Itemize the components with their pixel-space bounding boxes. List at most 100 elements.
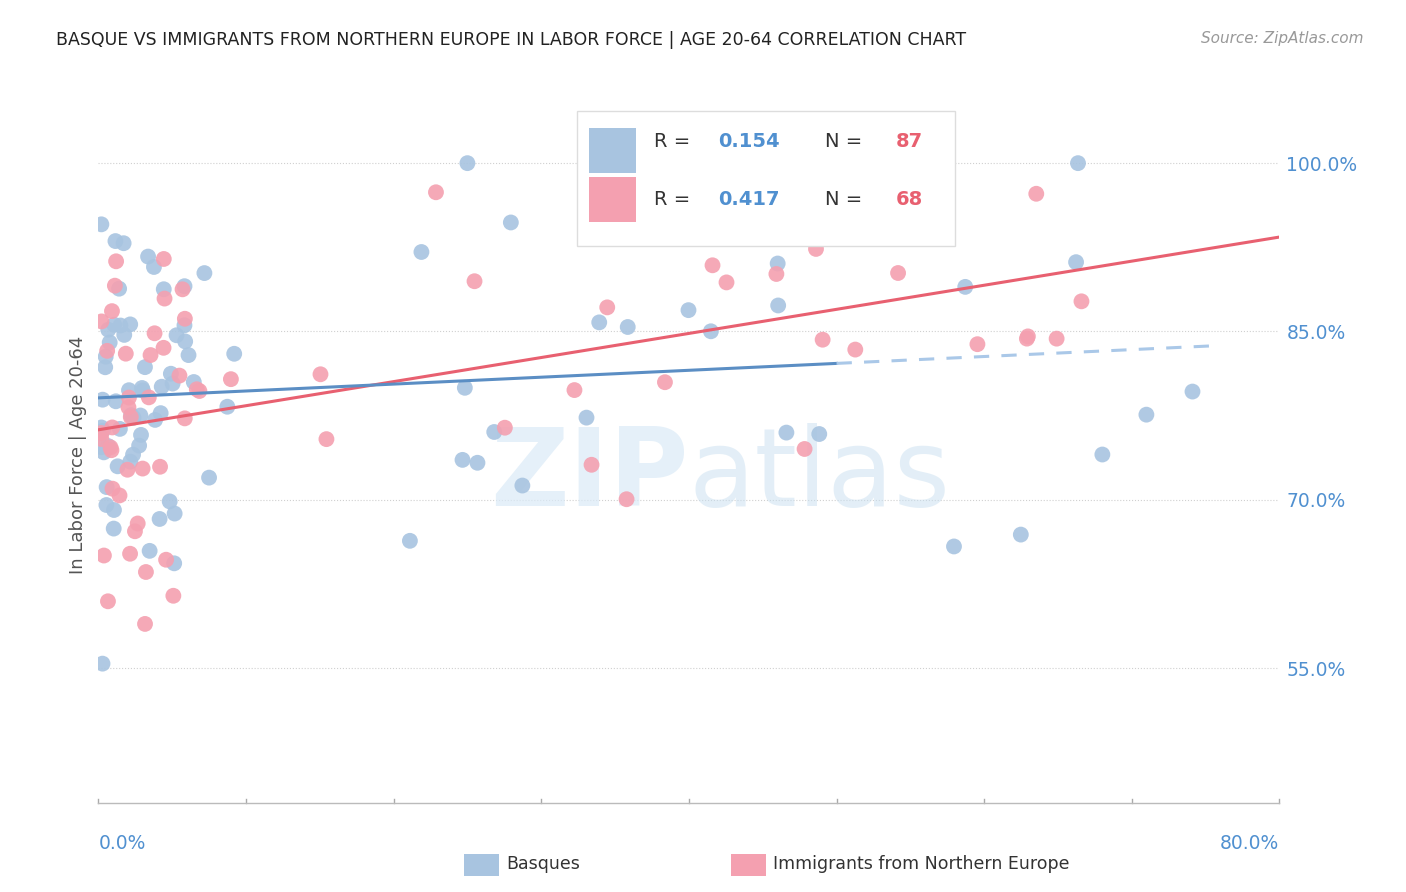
- Point: [101, 482, 124, 496]
- Point: [104, 394, 127, 409]
- Point: [575, 410, 598, 425]
- Point: [512, 478, 534, 492]
- Text: R =: R =: [654, 132, 696, 152]
- Point: [1025, 186, 1047, 201]
- Point: [173, 318, 195, 333]
- Point: [149, 459, 172, 474]
- Point: [152, 282, 174, 296]
- Point: [177, 348, 200, 362]
- Point: [100, 441, 122, 455]
- Point: [129, 428, 152, 442]
- Point: [169, 368, 191, 383]
- Point: [463, 274, 485, 288]
- Point: [188, 384, 211, 398]
- Point: [94, 350, 117, 364]
- Point: [134, 616, 156, 631]
- Point: [766, 298, 789, 312]
- Point: [112, 327, 135, 342]
- Point: [152, 252, 174, 266]
- Point: [793, 442, 815, 456]
- Point: [128, 439, 150, 453]
- Point: [90, 425, 112, 440]
- Point: [135, 565, 157, 579]
- Point: [103, 318, 125, 332]
- Text: R =: R =: [654, 190, 696, 209]
- Point: [183, 375, 205, 389]
- Point: [596, 301, 619, 315]
- Point: [808, 427, 831, 442]
- Text: 80.0%: 80.0%: [1220, 834, 1279, 853]
- Point: [678, 303, 700, 318]
- Point: [90, 432, 112, 446]
- Point: [143, 326, 166, 341]
- Point: [120, 410, 142, 425]
- Point: [198, 470, 221, 484]
- Point: [616, 492, 638, 507]
- Point: [143, 413, 166, 427]
- Point: [150, 380, 173, 394]
- Point: [136, 250, 159, 264]
- Point: [837, 180, 859, 194]
- Point: [122, 410, 145, 425]
- Point: [173, 311, 195, 326]
- Point: [97, 323, 120, 337]
- Point: [108, 488, 131, 502]
- Point: [1181, 384, 1204, 399]
- Point: [936, 225, 959, 239]
- Point: [866, 156, 889, 170]
- Point: [454, 381, 477, 395]
- Point: [100, 443, 122, 458]
- Point: [120, 408, 142, 422]
- Point: [564, 383, 586, 397]
- Point: [467, 456, 489, 470]
- Y-axis label: In Labor Force | Age 20-64: In Labor Force | Age 20-64: [69, 335, 87, 574]
- Point: [456, 156, 478, 170]
- Point: [120, 547, 142, 561]
- Text: Immigrants from Northern Europe: Immigrants from Northern Europe: [773, 855, 1070, 873]
- Point: [118, 391, 141, 405]
- Point: [943, 540, 966, 554]
- Text: 87: 87: [896, 132, 922, 152]
- Point: [1064, 255, 1087, 269]
- Point: [139, 348, 162, 362]
- Point: [91, 392, 114, 407]
- FancyBboxPatch shape: [589, 177, 636, 222]
- Point: [1015, 332, 1038, 346]
- Point: [1046, 332, 1069, 346]
- Point: [159, 494, 181, 508]
- Point: [101, 420, 124, 434]
- Point: [127, 516, 149, 531]
- Point: [142, 260, 165, 274]
- Point: [103, 522, 125, 536]
- Point: [91, 657, 114, 671]
- Text: 0.0%: 0.0%: [98, 834, 146, 853]
- Point: [193, 266, 215, 280]
- Point: [219, 372, 242, 386]
- Point: [90, 217, 112, 231]
- Point: [425, 186, 447, 200]
- Point: [1135, 408, 1157, 422]
- Text: N =: N =: [825, 132, 869, 152]
- Point: [90, 440, 112, 454]
- Point: [172, 282, 194, 296]
- Point: [152, 341, 174, 355]
- Point: [163, 507, 186, 521]
- FancyBboxPatch shape: [576, 111, 955, 246]
- Point: [138, 544, 160, 558]
- Point: [955, 280, 977, 294]
- Point: [494, 420, 516, 434]
- Point: [104, 278, 127, 293]
- Point: [804, 242, 827, 256]
- Point: [103, 503, 125, 517]
- Point: [759, 224, 782, 238]
- Point: [162, 376, 184, 391]
- Point: [108, 282, 131, 296]
- Point: [129, 409, 152, 423]
- Point: [162, 589, 184, 603]
- Point: [217, 400, 239, 414]
- Point: [775, 425, 797, 440]
- Point: [153, 292, 176, 306]
- Point: [766, 256, 789, 270]
- Point: [149, 512, 172, 526]
- Point: [97, 594, 120, 608]
